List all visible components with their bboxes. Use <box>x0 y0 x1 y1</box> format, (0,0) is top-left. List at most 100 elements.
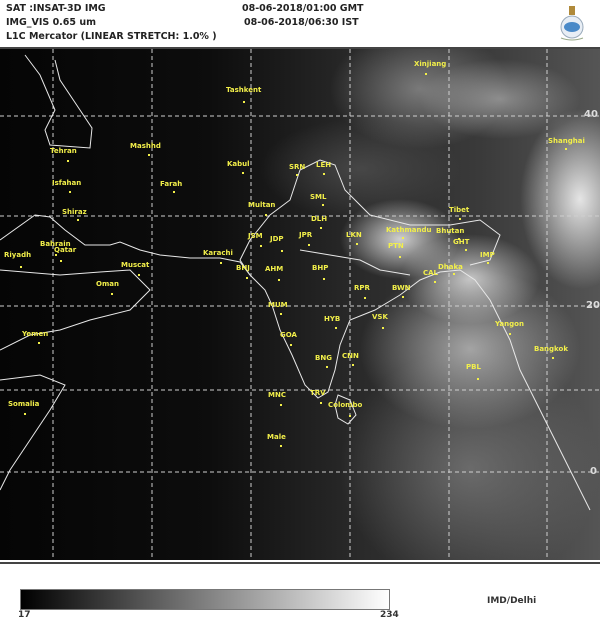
place-marker <box>77 219 79 221</box>
place-marker <box>220 262 222 264</box>
place-label: BWN <box>392 284 411 292</box>
place-label: PTN <box>388 242 404 250</box>
grayscale-colorbar <box>20 589 390 610</box>
place-label: CNN <box>342 352 359 360</box>
place-label: Colombo <box>328 401 363 409</box>
latitude-label-20: 20 <box>586 300 600 311</box>
place-label: AHM <box>265 265 284 273</box>
place-marker <box>399 256 401 258</box>
place-label: Tashkent <box>226 86 262 94</box>
place-label: RPR <box>354 284 370 292</box>
channel-label: IMG_VIS 0.65 um <box>6 17 96 28</box>
place-marker <box>402 237 404 239</box>
place-marker <box>320 402 322 404</box>
place-label: Tehran <box>50 147 77 155</box>
place-label: SRN <box>289 163 306 171</box>
place-marker <box>382 327 384 329</box>
place-label: BHJ <box>236 264 250 272</box>
place-marker <box>326 366 328 368</box>
place-label: Muscat <box>121 261 150 269</box>
place-marker <box>323 278 325 280</box>
place-marker <box>459 218 461 220</box>
place-marker <box>565 148 567 150</box>
place-marker <box>111 293 113 295</box>
place-marker <box>552 357 554 359</box>
latitude-label-40: 40 <box>584 109 598 120</box>
place-marker <box>24 413 26 415</box>
place-marker <box>352 364 354 366</box>
place-marker <box>356 243 358 245</box>
place-label: Yemen <box>22 330 49 338</box>
place-marker <box>453 273 455 275</box>
place-marker <box>509 333 511 335</box>
place-label: Shiraz <box>62 208 87 216</box>
imd-emblem-icon <box>560 6 584 41</box>
place-marker <box>487 262 489 264</box>
place-marker <box>322 204 324 206</box>
place-label: LKN <box>346 231 362 239</box>
place-label: SML <box>310 193 327 201</box>
place-label: Qatar <box>54 246 77 254</box>
place-marker <box>173 191 175 193</box>
place-marker <box>280 313 282 315</box>
place-label: Bangkok <box>534 345 568 353</box>
place-label: Farah <box>160 180 183 188</box>
place-label: Kathmandu <box>386 226 432 234</box>
place-label: Multan <box>248 201 276 209</box>
place-label: Kabul <box>227 160 250 168</box>
place-label: Xinjiang <box>414 60 447 68</box>
place-marker <box>434 281 436 283</box>
place-label: Mashhd <box>130 142 161 150</box>
place-marker <box>260 245 262 247</box>
place-marker <box>265 214 267 216</box>
place-marker <box>308 244 310 246</box>
place-label: MNC <box>268 391 286 399</box>
place-marker <box>320 227 322 229</box>
place-marker <box>55 254 57 256</box>
place-marker <box>465 249 467 251</box>
place-marker <box>281 250 283 252</box>
place-marker <box>69 191 71 193</box>
projection-label: L1C Mercator (LINEAR STRETCH: 1.0% ) <box>6 31 217 42</box>
place-label: TRV <box>310 389 326 397</box>
place-marker <box>335 327 337 329</box>
place-label: BHP <box>312 264 329 272</box>
place-marker <box>67 160 69 162</box>
place-marker <box>349 415 351 417</box>
place-label: GHT <box>453 238 470 246</box>
place-marker <box>280 445 282 447</box>
place-label: Bhutan <box>436 227 465 235</box>
place-label: Bahrain <box>40 240 71 248</box>
place-marker <box>364 297 366 299</box>
coastlines <box>0 54 591 511</box>
place-label: Riyadh <box>4 251 32 259</box>
place-marker <box>458 238 460 240</box>
place-marker <box>246 277 248 279</box>
place-label: MUM <box>268 301 288 309</box>
place-marker <box>60 260 62 262</box>
header: SAT :INSAT-3D IMG IMG_VIS 0.65 um L1C Me… <box>0 0 600 49</box>
place-label: Shanghai <box>548 137 585 145</box>
place-label: Karachi <box>203 249 233 257</box>
latitude-label-0: 0 <box>590 466 597 477</box>
place-label: HYB <box>324 315 341 323</box>
place-label: LEH <box>316 161 332 169</box>
place-marker <box>20 266 22 268</box>
colorbar-min: 17 <box>18 610 31 620</box>
place-marker <box>323 173 325 175</box>
place-label: IMP <box>480 251 495 259</box>
place-marker <box>278 279 280 281</box>
time-gmt: 08-06-2018/01:00 GMT <box>242 3 364 14</box>
credit-label: IMD/Delhi <box>487 596 537 606</box>
place-label: JDP <box>270 235 284 243</box>
place-label: Yangon <box>495 320 524 328</box>
place-label: Dhaka <box>438 263 463 271</box>
place-label: BNG <box>315 354 332 362</box>
place-label: JPR <box>299 231 313 239</box>
place-label: JSM <box>248 232 263 240</box>
place-label: GOA <box>280 331 297 339</box>
place-label: CAL <box>423 269 439 277</box>
place-label: Oman <box>96 280 119 288</box>
place-marker <box>280 404 282 406</box>
place-label: Somalia <box>8 400 40 408</box>
